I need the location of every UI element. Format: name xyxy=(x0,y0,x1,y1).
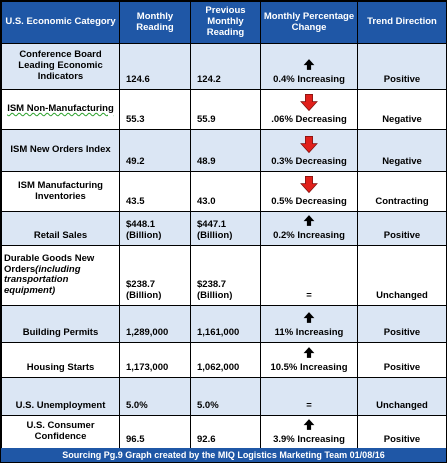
table-row: Conference Board Leading Economic Indica… xyxy=(1,43,447,90)
monthly-reading-cell: 5.0% xyxy=(119,376,191,416)
table-row: U.S. Consumer Confidence 96.5 92.6 3.9% … xyxy=(1,414,447,450)
trend-cell: Negative xyxy=(357,129,447,172)
change-text: 10.5% Increasing xyxy=(270,362,348,373)
header-percentage-change: Monthly Percentage Change xyxy=(260,1,358,44)
trend-cell: Unchanged xyxy=(357,376,447,416)
change-text: 0.4% Increasing xyxy=(273,74,345,86)
change-cell: 11% Increasing xyxy=(260,304,358,343)
header-monthly-reading: Monthly Reading xyxy=(119,1,191,44)
header-category: U.S. Economic Category xyxy=(1,1,120,44)
arrow-up-icon xyxy=(303,59,315,70)
previous-reading-cell: 48.9 xyxy=(190,129,261,172)
arrow-down-icon xyxy=(300,136,318,154)
arrow-up-icon xyxy=(303,312,315,323)
table-row: Retail Sales $448.1 (Billion) $447.1 (Bi… xyxy=(1,211,447,246)
change-cell: 0.2% Increasing xyxy=(260,211,358,246)
trend-cell: Positive xyxy=(357,43,447,90)
previous-reading-cell: 5.0% xyxy=(190,376,261,416)
arrow-up-icon xyxy=(303,419,315,430)
monthly-reading-cell: 43.5 xyxy=(119,171,191,212)
change-text: 0.3% Decreasing xyxy=(271,156,347,168)
change-text: 3.9% Increasing xyxy=(273,433,345,445)
table-row: ISM New Orders Index 49.2 48.9 0.3% Decr… xyxy=(1,129,447,172)
change-cell: 0.4% Increasing xyxy=(260,43,358,90)
table-row: Building Permits 1,289,000 1,161,000 11%… xyxy=(1,304,447,343)
header-row: U.S. Economic Category Monthly Reading P… xyxy=(1,1,447,44)
change-text: 0.2% Increasing xyxy=(273,230,345,241)
category-cell: ISM Manufacturing Inventories xyxy=(1,171,120,212)
arrow-up-icon xyxy=(303,347,315,358)
category-cell: Conference Board Leading Economic Indica… xyxy=(1,43,120,90)
change-text: .06% Decreasing xyxy=(271,114,347,126)
change-text: 11% Increasing xyxy=(274,327,344,338)
category-cell: U.S. Consumer Confidence xyxy=(1,414,120,450)
category-cell: Retail Sales xyxy=(1,211,120,246)
arrow-down-icon xyxy=(300,94,318,112)
category-cell: Durable Goods New Orders(including trans… xyxy=(1,244,120,306)
monthly-reading-cell: 49.2 xyxy=(119,129,191,172)
source-footer: Sourcing Pg.9 Graph created by the MIQ L… xyxy=(1,448,446,462)
category-text: ISM Non-Manufacturing xyxy=(7,103,114,115)
monthly-reading-cell: 1,173,000 xyxy=(119,341,191,378)
trend-cell: Contracting xyxy=(357,171,447,212)
monthly-reading-cell: $238.7 (Billion) xyxy=(119,244,191,306)
category-note: (including transportation equipment) xyxy=(4,263,81,297)
previous-reading-cell: 55.9 xyxy=(190,89,261,130)
table-row: U.S. Unemployment 5.0% 5.0% = Unchanged xyxy=(1,376,447,416)
trend-cell: Negative xyxy=(357,89,447,130)
monthly-reading-cell: 55.3 xyxy=(119,89,191,130)
change-cell: 0.3% Decreasing xyxy=(260,129,358,172)
table-row: Housing Starts 1,173,000 1,062,000 10.5%… xyxy=(1,341,447,378)
trend-cell: Positive xyxy=(357,414,447,450)
arrow-up-icon xyxy=(303,215,315,226)
table-row: Durable Goods New Orders(including trans… xyxy=(1,244,447,306)
previous-reading-cell: $238.7 (Billion) xyxy=(190,244,261,306)
change-text: = xyxy=(306,290,312,301)
header-trend-direction: Trend Direction xyxy=(357,1,447,44)
previous-reading-cell: $447.1 (Billion) xyxy=(190,211,261,246)
category-cell: U.S. Unemployment xyxy=(1,376,120,416)
category-cell: Building Permits xyxy=(1,304,120,343)
change-cell: 3.9% Increasing xyxy=(260,414,358,450)
table-row: ISM Manufacturing Inventories 43.5 43.0 … xyxy=(1,171,447,212)
category-text: Durable Goods New Orders xyxy=(4,252,95,275)
change-text: = xyxy=(306,400,312,411)
change-cell: 10.5% Increasing xyxy=(260,341,358,378)
table-row: ISM Non-Manufacturing 55.3 55.9 .06% Dec… xyxy=(1,89,447,130)
monthly-reading-cell: $448.1 (Billion) xyxy=(119,211,191,246)
previous-reading-cell: 1,062,000 xyxy=(190,341,261,378)
change-cell: = xyxy=(260,244,358,306)
monthly-reading-cell: 96.5 xyxy=(119,414,191,450)
trend-cell: Unchanged xyxy=(357,244,447,306)
change-cell: = xyxy=(260,376,358,416)
trend-cell: Positive xyxy=(357,304,447,343)
change-text: 0.5% Decreasing xyxy=(271,196,347,208)
previous-reading-cell: 124.2 xyxy=(190,43,261,90)
economic-indicators-table: U.S. Economic Category Monthly Reading P… xyxy=(1,1,447,450)
header-previous-reading: Previous Monthly Reading xyxy=(190,1,261,44)
change-cell: 0.5% Decreasing xyxy=(260,171,358,212)
trend-cell: Positive xyxy=(357,341,447,378)
monthly-reading-cell: 1,289,000 xyxy=(119,304,191,343)
arrow-down-icon xyxy=(300,176,318,194)
change-cell: .06% Decreasing xyxy=(260,89,358,130)
category-cell: ISM Non-Manufacturing xyxy=(1,89,120,130)
category-cell: ISM New Orders Index xyxy=(1,129,120,172)
category-cell: Housing Starts xyxy=(1,341,120,378)
trend-cell: Positive xyxy=(357,211,447,246)
previous-reading-cell: 92.6 xyxy=(190,414,261,450)
previous-reading-cell: 43.0 xyxy=(190,171,261,212)
monthly-reading-cell: 124.6 xyxy=(119,43,191,90)
previous-reading-cell: 1,161,000 xyxy=(190,304,261,343)
